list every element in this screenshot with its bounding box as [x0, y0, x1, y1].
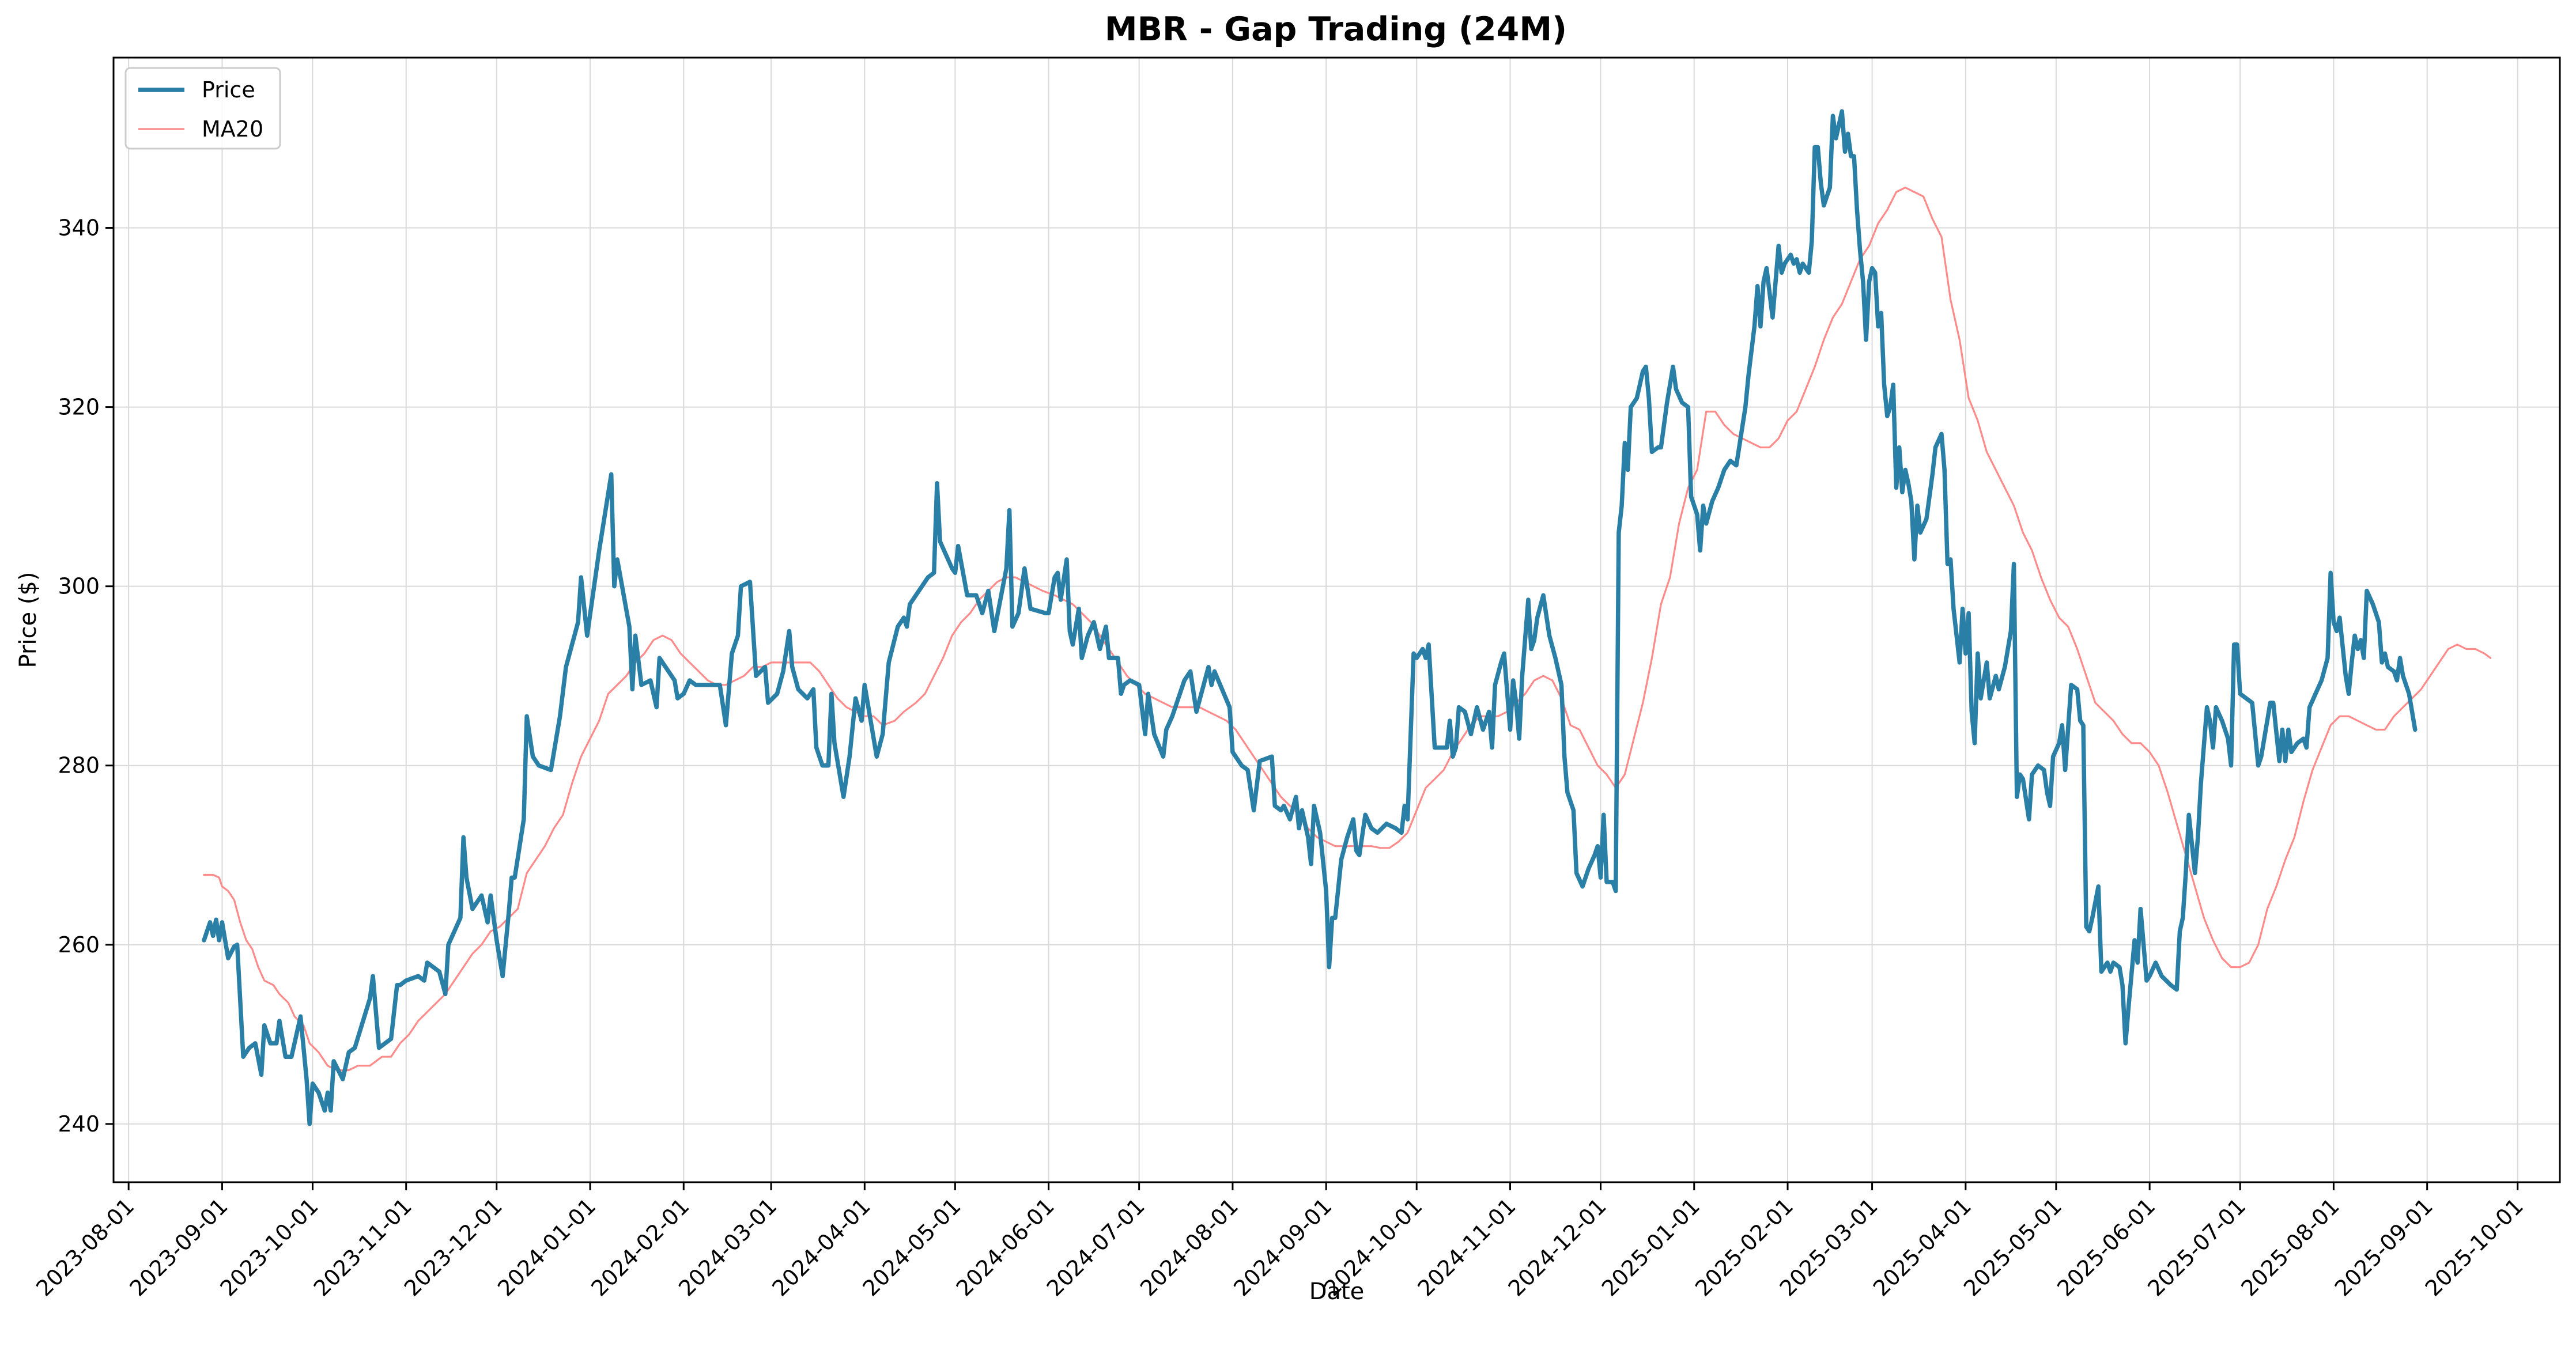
x-tick-label: 2025-01-01	[1597, 1193, 1705, 1301]
ma20-legend-label: MA20	[202, 116, 263, 142]
x-tick-label: 2023-12-01	[399, 1193, 507, 1301]
y-tick-label: 240	[58, 1111, 100, 1137]
x-tick-label: 2024-05-01	[858, 1193, 965, 1301]
y-tick-label: 260	[58, 932, 100, 958]
y-axis: 240 260 280 300 320 340	[58, 215, 114, 1137]
x-tick-label: 2024-07-01	[1042, 1193, 1150, 1301]
ma20-line	[203, 186, 2492, 1072]
x-tick-label: 2024-08-01	[1135, 1193, 1243, 1301]
y-axis-label: Price ($)	[15, 572, 41, 668]
series-layer	[202, 109, 2492, 1126]
y-tick-label: 320	[58, 395, 100, 420]
chart-title: MBR - Gap Trading (24M)	[1105, 10, 1567, 48]
y-tick-label: 280	[58, 753, 100, 778]
price-line	[202, 109, 2418, 1126]
x-tick-label: 2023-10-01	[216, 1193, 323, 1301]
y-tick-label: 340	[58, 215, 100, 241]
grid-lines	[114, 58, 2560, 1182]
x-tick-label: 2025-10-01	[2420, 1193, 2528, 1301]
x-tick-label: 2025-08-01	[2237, 1193, 2344, 1301]
plot-frame	[112, 56, 2561, 1183]
y-tick-label: 300	[58, 574, 100, 599]
x-tick-label: 2025-05-01	[1959, 1193, 2067, 1301]
x-tick-label: 2023-08-01	[31, 1193, 139, 1301]
x-tick-label: 2024-01-01	[493, 1193, 600, 1301]
legend: Price MA20	[124, 67, 281, 150]
x-axis-label: Date	[1309, 1278, 1365, 1305]
price-legend-label: Price	[202, 77, 255, 103]
x-tick-label: 2024-12-01	[1504, 1193, 1611, 1301]
x-tick-label: 2025-07-01	[2143, 1193, 2250, 1301]
x-axis: 2023-08-012023-09-012023-10-012023-11-01…	[31, 1182, 2528, 1301]
